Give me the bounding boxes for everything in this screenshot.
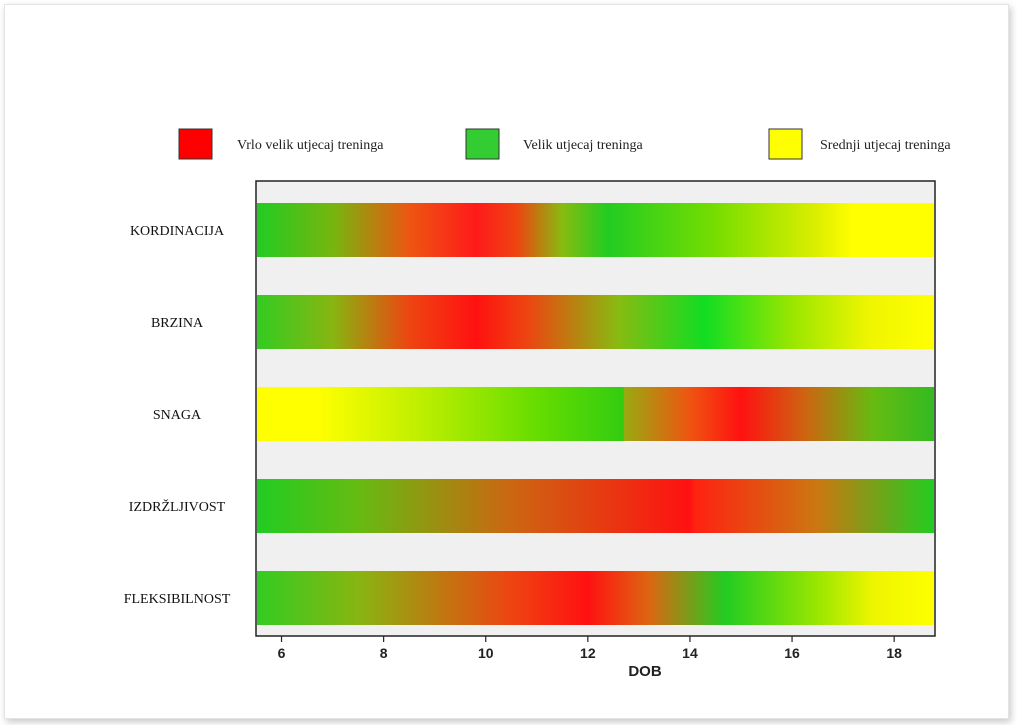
x-tick-label: 18 xyxy=(886,645,902,661)
training-impact-chart: Vrlo velik utjecaj treninga Velik utjeca… xyxy=(124,128,951,680)
category-label: BRZINA xyxy=(151,316,204,331)
x-tick-label: 10 xyxy=(478,645,494,661)
legend-swatch-high xyxy=(465,128,500,160)
category-label: IZDRŽLJIVOST xyxy=(129,498,226,515)
band-snaga xyxy=(257,387,934,441)
legend-label-high: Velik utjecaj treninga xyxy=(523,138,644,153)
x-tick-label: 12 xyxy=(580,645,596,661)
x-axis: 6 8 10 12 14 16 18 xyxy=(278,636,902,661)
legend-label-medium: Srednji utjecaj treninga xyxy=(820,138,951,153)
chart-frame: Vrlo velik utjecaj treninga Velik utjeca… xyxy=(4,4,1009,719)
category-label: KORDINACIJA xyxy=(130,224,225,239)
x-tick-label: 6 xyxy=(278,645,286,661)
legend: Vrlo velik utjecaj treninga Velik utjeca… xyxy=(178,128,951,160)
legend-swatch-very-high xyxy=(178,128,213,160)
plot-border xyxy=(255,180,936,637)
category-label: FLEKSIBILNOST xyxy=(124,592,231,607)
band-izdržljivost xyxy=(257,479,934,533)
x-axis-title: DOB xyxy=(628,663,662,680)
x-tick-label: 8 xyxy=(380,645,388,661)
x-tick-label: 14 xyxy=(682,645,698,661)
category-label: SNAGA xyxy=(153,408,202,423)
legend-label-very-high: Vrlo velik utjecaj treninga xyxy=(237,138,384,153)
band-fleksibilnost xyxy=(257,571,934,625)
category-labels: KORDINACIJA BRZINA SNAGA IZDRŽLJIVOST FLEKSI… xyxy=(124,224,231,607)
band-brzina xyxy=(257,295,934,349)
plot-area xyxy=(255,180,936,637)
x-tick-label: 16 xyxy=(784,645,800,661)
band-kordinacija xyxy=(257,203,934,257)
legend-swatch-medium xyxy=(768,128,803,160)
